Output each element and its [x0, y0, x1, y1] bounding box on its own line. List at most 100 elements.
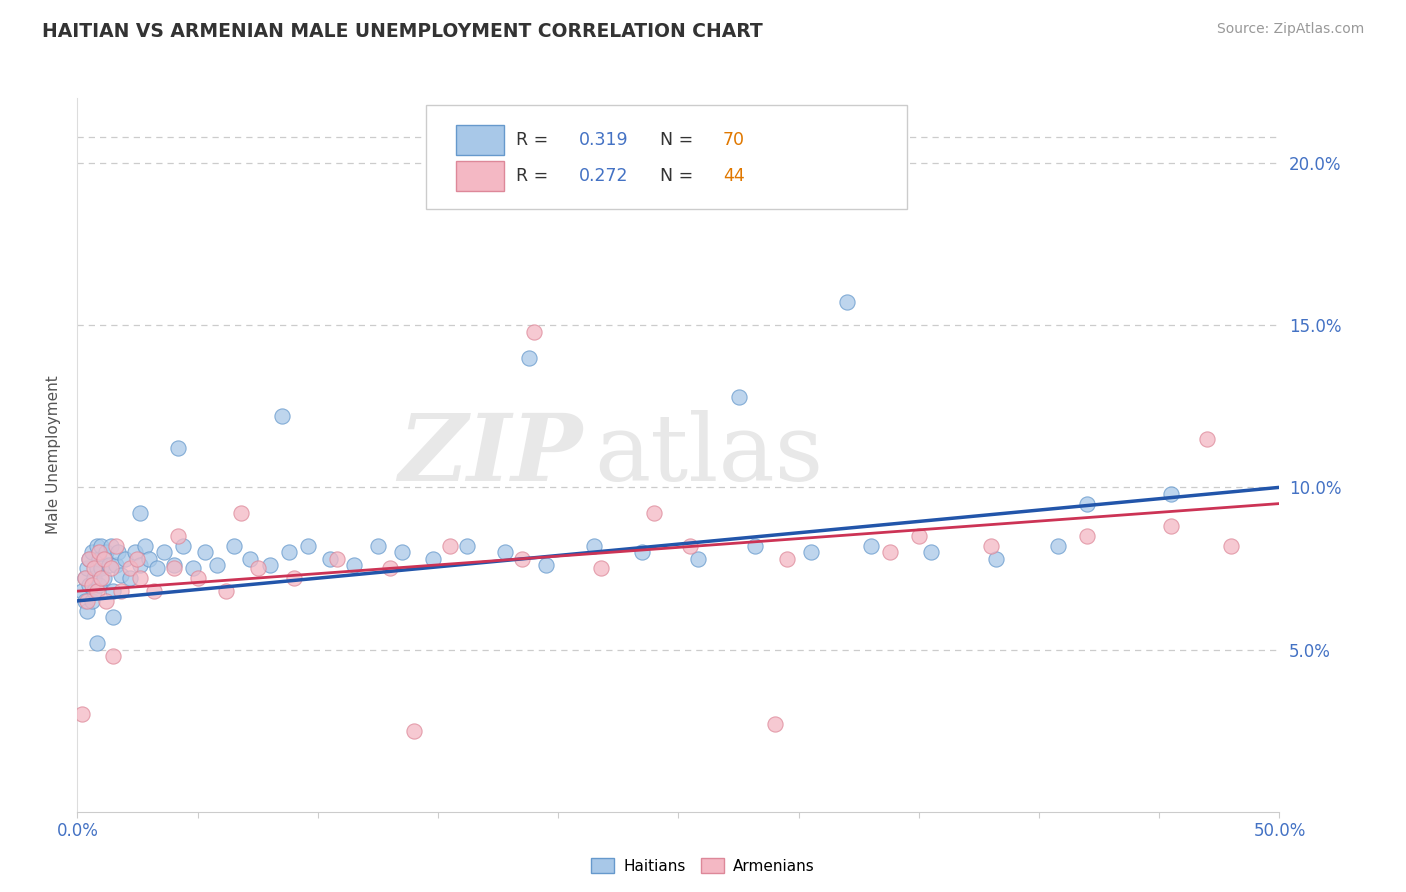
- Point: [87, 577, 110, 591]
- Point: [127, 551, 149, 566]
- Text: 0.319: 0.319: [579, 131, 628, 149]
- Point: [908, 529, 931, 543]
- FancyBboxPatch shape: [426, 105, 907, 209]
- Point: [90, 539, 112, 553]
- Point: [73, 571, 96, 585]
- Point: [1220, 539, 1243, 553]
- Point: [835, 295, 858, 310]
- Point: [104, 539, 127, 553]
- Point: [523, 325, 546, 339]
- Point: [775, 551, 797, 566]
- Point: [128, 506, 150, 520]
- Point: [83, 571, 105, 585]
- Point: [270, 409, 292, 423]
- Point: [70, 707, 93, 722]
- Point: [239, 551, 262, 566]
- Point: [93, 571, 115, 585]
- Point: [103, 610, 125, 624]
- Point: [83, 584, 105, 599]
- Text: 0.272: 0.272: [579, 167, 628, 185]
- Point: [686, 551, 709, 566]
- Point: [107, 545, 129, 559]
- Point: [920, 545, 942, 559]
- Point: [319, 551, 342, 566]
- Point: [104, 558, 127, 573]
- Legend: Haitians, Armenians: Haitians, Armenians: [585, 852, 821, 880]
- Point: [167, 442, 190, 456]
- Point: [1076, 529, 1098, 543]
- Point: [456, 539, 478, 553]
- Point: [631, 545, 654, 559]
- Point: [297, 539, 319, 553]
- Point: [859, 539, 882, 553]
- Text: ZIP: ZIP: [398, 410, 582, 500]
- Point: [153, 545, 176, 559]
- Point: [510, 551, 533, 566]
- Point: [120, 561, 142, 575]
- Point: [145, 561, 167, 575]
- Point: [143, 584, 166, 599]
- Text: atlas: atlas: [595, 410, 824, 500]
- Point: [87, 545, 110, 559]
- Point: [679, 539, 702, 553]
- Point: [1160, 519, 1182, 533]
- Point: [422, 551, 444, 566]
- Point: [591, 561, 613, 575]
- Point: [128, 571, 150, 585]
- Text: 70: 70: [723, 131, 745, 149]
- Point: [1047, 539, 1070, 553]
- Point: [103, 648, 125, 663]
- Point: [86, 539, 108, 553]
- Point: [187, 571, 209, 585]
- Point: [172, 539, 194, 553]
- Point: [980, 539, 1002, 553]
- Point: [114, 551, 136, 566]
- Point: [79, 551, 101, 566]
- Point: [124, 545, 146, 559]
- Point: [800, 545, 823, 559]
- Point: [277, 545, 299, 559]
- Point: [222, 539, 245, 553]
- Point: [79, 551, 101, 566]
- Point: [283, 571, 305, 585]
- Point: [1160, 487, 1182, 501]
- Point: [110, 568, 132, 582]
- Point: [229, 506, 252, 520]
- Bar: [456, 125, 505, 155]
- Point: [80, 545, 103, 559]
- Point: [110, 584, 132, 599]
- Point: [120, 571, 142, 585]
- Point: [378, 561, 401, 575]
- Point: [391, 545, 413, 559]
- Point: [879, 545, 901, 559]
- Point: [90, 561, 112, 575]
- Text: 44: 44: [723, 167, 745, 185]
- Point: [1197, 432, 1219, 446]
- Point: [83, 561, 105, 575]
- Point: [96, 594, 118, 608]
- Point: [76, 594, 98, 608]
- Point: [534, 558, 557, 573]
- Point: [86, 636, 108, 650]
- Point: [76, 561, 98, 575]
- Point: [727, 390, 749, 404]
- Point: [1076, 497, 1098, 511]
- Point: [100, 539, 122, 553]
- Point: [93, 551, 115, 566]
- Text: N =: N =: [661, 131, 699, 149]
- Point: [402, 723, 425, 738]
- Point: [167, 529, 190, 543]
- Point: [97, 558, 120, 573]
- Point: [583, 539, 606, 553]
- Point: [984, 551, 1007, 566]
- Point: [494, 545, 516, 559]
- Point: [259, 558, 281, 573]
- Point: [643, 506, 665, 520]
- Point: [367, 539, 389, 553]
- Text: Source: ZipAtlas.com: Source: ZipAtlas.com: [1216, 22, 1364, 37]
- Point: [87, 551, 110, 566]
- Point: [73, 594, 96, 608]
- Point: [86, 584, 108, 599]
- Point: [100, 561, 122, 575]
- Point: [215, 584, 238, 599]
